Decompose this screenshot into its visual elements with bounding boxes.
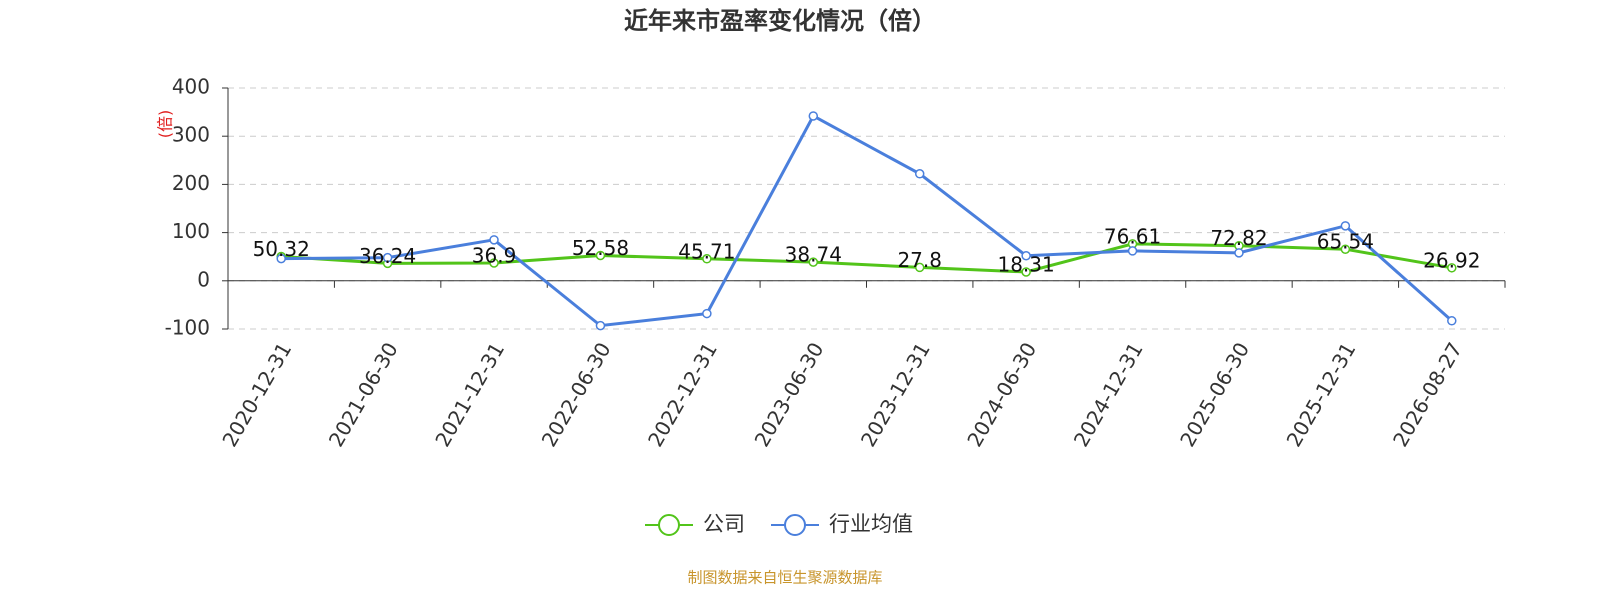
x-tick-label: 2023-06-30 [749, 338, 828, 451]
data-label: 18.31 [997, 252, 1054, 276]
x-tick-label: 2024-06-30 [962, 338, 1041, 451]
data-label: 65.54 [1317, 230, 1374, 254]
y-tick-label: 0 [197, 267, 210, 291]
x-tick-label: 2023-12-31 [856, 338, 935, 451]
data-point [1127, 246, 1138, 256]
x-tick-label: 2024-12-31 [1069, 338, 1148, 451]
y-tick-label: 200 [172, 171, 210, 195]
data-point [1021, 250, 1031, 261]
x-tick-label: 2022-06-30 [537, 338, 616, 451]
data-point [1447, 316, 1457, 326]
data-point [914, 169, 925, 179]
data-point [808, 257, 819, 267]
data-point [808, 111, 819, 121]
data-label: 36.24 [359, 244, 416, 268]
data-label: 76.61 [1104, 224, 1161, 248]
data-label: 52.58 [572, 236, 629, 260]
data-point [1021, 267, 1031, 277]
x-tick-label: 2025-12-31 [1282, 338, 1361, 451]
chart-title: 近年来市盈率变化情况（倍） [624, 7, 936, 35]
data-point [1234, 248, 1244, 258]
data-point [489, 258, 499, 268]
y-tick-label: 400 [172, 75, 210, 99]
data-point [914, 262, 925, 273]
data-point [382, 252, 393, 263]
data-point [1340, 244, 1351, 254]
data-point [276, 253, 286, 264]
y-axis-label: (倍) [156, 110, 175, 139]
data-point [595, 320, 606, 331]
data-label: 45.71 [678, 239, 735, 263]
data-point [702, 254, 712, 264]
series-line [281, 242, 1453, 274]
data-label: 38.74 [785, 243, 842, 267]
legend-label: 公司 [703, 512, 745, 536]
x-tick-label: 2026-08-27 [1388, 338, 1467, 451]
x-tick-label: 2025-06-30 [1175, 338, 1254, 451]
x-tick-label: 2020-12-31 [217, 338, 296, 451]
data-label: 26.92 [1423, 248, 1480, 272]
data-label: 36.9 [472, 244, 517, 268]
x-tick-label: 2021-06-30 [324, 338, 403, 451]
y-tick-label: 100 [172, 219, 210, 243]
x-tick-label: 2022-12-31 [643, 338, 722, 451]
data-label: 72.82 [1210, 226, 1267, 250]
y-tick-label: 300 [172, 123, 210, 147]
source-note: 制图数据来自恒生聚源数据库 [687, 569, 882, 587]
data-point [1447, 263, 1457, 273]
y-tick-label: -100 [165, 316, 210, 340]
data-point [702, 308, 712, 319]
series-line [281, 113, 1453, 328]
data-point [1340, 221, 1351, 231]
legend-marker [784, 514, 806, 536]
data-point [489, 235, 499, 245]
data-label: 50.32 [253, 237, 310, 261]
data-label: 27.8 [897, 248, 942, 272]
legend-label: 行业均值 [829, 512, 913, 536]
x-tick-label: 2021-12-31 [430, 338, 509, 451]
data-point [595, 250, 606, 261]
legend-marker [658, 514, 680, 536]
